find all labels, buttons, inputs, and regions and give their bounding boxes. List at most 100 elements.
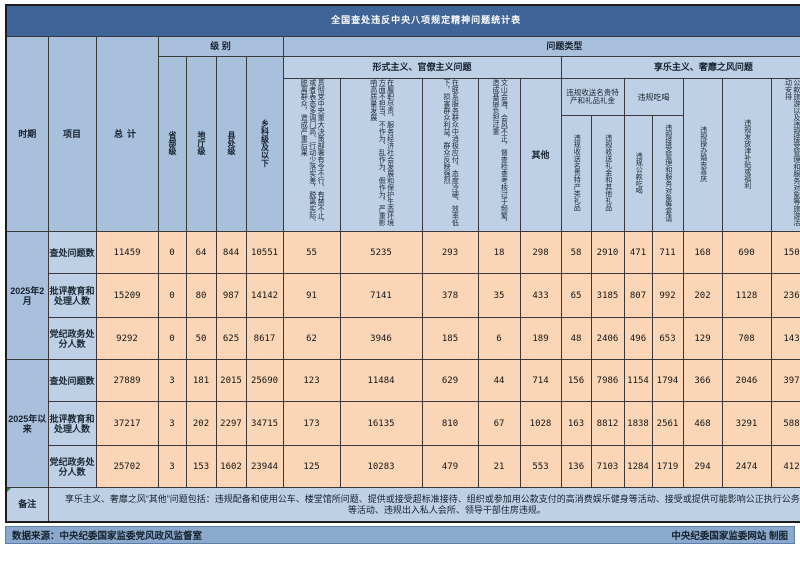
cell-formalism-other: 298	[519, 231, 562, 275]
header-formalism-col-2: 在履职尽责、服务经济社会发展和保护生态环境方面不担当、不作为、乱作为、假作为，严…	[339, 77, 423, 233]
cell-hedonism-3: 1154	[623, 359, 653, 403]
cell-formalism-3: 378	[421, 273, 479, 319]
header-level-prefecture: 地厅级	[185, 55, 217, 233]
cell-hedonism-7: 143	[770, 317, 800, 361]
cell-hedonism-7: 397	[770, 359, 800, 403]
cell-hedonism-2: 7986	[590, 359, 625, 403]
cell-hedonism-5: 468	[682, 401, 723, 447]
table-row: 批评教育和处理人数 37217 3 202 2297 34715 173 161…	[6, 401, 800, 447]
cell-level-prefecture: 181	[185, 359, 217, 403]
table-row: 党纪政务处分人数 25702 3 153 1602 23944 125 1028…	[6, 445, 800, 489]
statistics-table: 全国查处违反中央八项规定精神问题统计表 时期 项目 总计 级 别 问题类型 省部…	[5, 4, 800, 523]
table-row: 2025年以来 查处问题数 27889 3 181 2015 25690 123…	[5, 359, 800, 489]
cell-level-township: 25690	[245, 359, 284, 403]
cell-formalism-1: 125	[282, 445, 341, 489]
cell-level-township: 14142	[245, 273, 284, 319]
cell-hedonism-6: 690	[721, 231, 772, 275]
cell-hedonism-5: 202	[682, 273, 723, 319]
cell-hedonism-1: 156	[560, 359, 592, 403]
credit-label: 中央纪委国家监委网站 制图	[671, 530, 788, 542]
cell-hedonism-6: 1128	[721, 273, 772, 319]
cell-level-township: 34715	[245, 401, 284, 447]
cell-level-province: 3	[157, 359, 187, 403]
header-group-hedonism: 享乐主义、奢靡之风问题	[560, 56, 800, 79]
header-formalism-col-other: 其他	[519, 77, 562, 233]
cell-formalism-3: 810	[421, 401, 479, 447]
header-total-label: 总计	[113, 129, 140, 139]
row-item-label: 党纪政务处分人数	[47, 445, 97, 489]
cell-formalism-2: 16135	[339, 401, 423, 447]
cell-hedonism-6: 708	[721, 317, 772, 361]
cell-hedonism-5: 294	[682, 445, 723, 489]
cell-hedonism-2: 7103	[590, 445, 625, 489]
header-hedonism-col-wedding: 违规操办婚丧喜庆	[682, 77, 723, 233]
row-item-label: 查处问题数	[47, 231, 97, 275]
cell-hedonism-6: 3291	[721, 401, 772, 447]
cell-formalism-2: 5235	[339, 231, 423, 275]
header-formalism-col-3: 在联系服务群众中消极应付、态度冷硬、效率低下，损害群众利益，群众反映强烈	[421, 77, 479, 233]
cell-level-county: 987	[215, 273, 247, 319]
header-period: 时期	[5, 35, 49, 233]
header-group-formalism: 形式主义、官僚主义问题	[282, 56, 562, 79]
cell-formalism-other: 189	[519, 317, 562, 361]
cell-level-prefecture: 64	[185, 231, 217, 275]
period-label-2025-feb: 2025年2月	[5, 231, 49, 361]
cell-level-county: 625	[215, 317, 247, 361]
cell-hedonism-1: 136	[560, 445, 592, 489]
cell-hedonism-3: 1838	[623, 401, 653, 447]
cell-formalism-2: 10283	[339, 445, 423, 489]
cell-total: 11459	[95, 231, 159, 275]
row-item-label: 党纪政务处分人数	[47, 317, 97, 361]
header-level-province: 省部级	[157, 55, 187, 233]
header-level-county: 县处级	[215, 55, 247, 233]
cell-level-prefecture: 80	[185, 273, 217, 319]
remark-text-line: 享乐主义、奢靡之风“其他”问题包括：违规配备和使用公车、楼堂馆所问题、提供或接受…	[64, 494, 800, 515]
page-title: 全国查处违反中央八项规定精神问题统计表	[5, 4, 800, 37]
cell-formalism-other: 714	[519, 359, 562, 403]
cell-level-township: 23944	[245, 445, 284, 489]
cell-hedonism-3: 807	[623, 273, 653, 319]
cell-hedonism-1: 65	[560, 273, 592, 319]
cell-level-prefecture: 202	[185, 401, 217, 447]
cell-level-province: 3	[157, 401, 187, 447]
cell-level-county: 2015	[215, 359, 247, 403]
table-row: 党纪政务处分人数 9292 0 50 625 8617 62 3946 185 …	[6, 317, 800, 361]
cell-level-province: 3	[157, 445, 187, 489]
cell-level-county: 844	[215, 231, 247, 275]
cell-hedonism-1: 58	[560, 231, 592, 275]
header-level-group: 级 别	[157, 36, 284, 57]
cell-total: 9292	[95, 317, 159, 361]
header-level-township: 乡科级及以下	[245, 55, 284, 233]
cell-level-province: 0	[157, 273, 187, 319]
cell-formalism-1: 123	[282, 359, 341, 403]
cell-hedonism-5: 129	[682, 317, 723, 361]
cell-level-prefecture: 153	[185, 445, 217, 489]
cell-hedonism-4: 992	[651, 273, 684, 319]
cell-hedonism-6: 2474	[721, 445, 772, 489]
cell-total: 25702	[95, 445, 159, 489]
cell-hedonism-7: 236	[770, 273, 800, 319]
cell-hedonism-5: 168	[682, 231, 723, 275]
cell-hedonism-6: 2046	[721, 359, 772, 403]
table-row: 2025年2月 查处问题数 11459 0 64 844 10551 55 52…	[5, 231, 800, 361]
cell-formalism-4: 67	[477, 401, 521, 447]
cell-level-prefecture: 50	[185, 317, 217, 361]
cell-total: 37217	[95, 401, 159, 447]
header-hedonism-subgroup-banquet: 违规吃喝	[623, 77, 684, 117]
cell-level-province: 0	[157, 231, 187, 275]
header-hedonism-col-cash-gift: 违规收送礼金和其他礼品	[590, 115, 625, 233]
cell-formalism-other: 553	[519, 445, 562, 489]
cell-hedonism-2: 2910	[590, 231, 625, 275]
cell-hedonism-3: 471	[623, 231, 653, 275]
cell-level-township: 8617	[245, 317, 284, 361]
cell-hedonism-3: 1284	[623, 445, 653, 489]
cell-hedonism-1: 48	[560, 317, 592, 361]
cell-hedonism-2: 3185	[590, 273, 625, 319]
footer-bar: 数据来源：中央纪委国家监委党风政风监督室 中央纪委国家监委网站 制图	[5, 525, 795, 544]
cell-total: 27889	[95, 359, 159, 403]
header-total: 总计	[95, 35, 159, 233]
header-hedonism-col-allowance: 违规发放津补贴或福利	[721, 77, 772, 233]
cell-formalism-3: 629	[421, 359, 479, 403]
row-item-label: 批评教育和处理人数	[47, 273, 97, 319]
cell-hedonism-2: 8812	[590, 401, 625, 447]
